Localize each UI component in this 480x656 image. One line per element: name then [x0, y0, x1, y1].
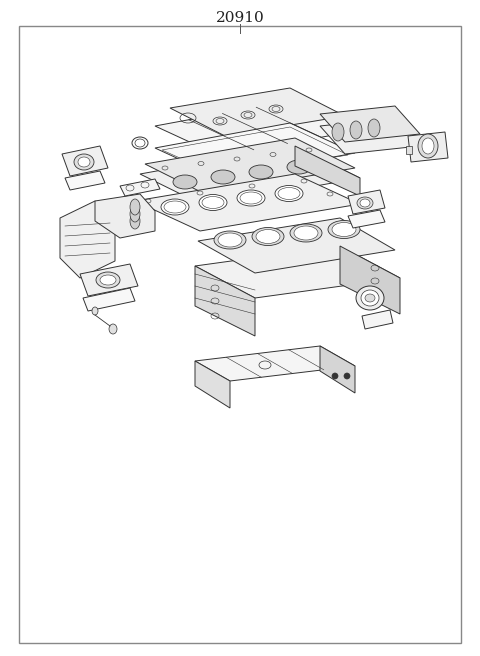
Ellipse shape	[357, 197, 373, 209]
Polygon shape	[340, 246, 400, 314]
Polygon shape	[60, 201, 115, 278]
Ellipse shape	[92, 307, 98, 315]
Ellipse shape	[332, 222, 356, 237]
Ellipse shape	[100, 275, 116, 285]
Ellipse shape	[218, 233, 242, 247]
Ellipse shape	[214, 231, 246, 249]
Polygon shape	[65, 171, 105, 190]
Ellipse shape	[365, 294, 375, 302]
Ellipse shape	[350, 121, 362, 139]
Polygon shape	[195, 266, 255, 336]
Ellipse shape	[135, 139, 145, 147]
Polygon shape	[348, 210, 385, 228]
Polygon shape	[320, 346, 355, 393]
Polygon shape	[320, 118, 420, 154]
Polygon shape	[80, 264, 138, 296]
Ellipse shape	[332, 373, 338, 379]
Ellipse shape	[130, 199, 140, 215]
Ellipse shape	[275, 186, 303, 201]
Ellipse shape	[356, 286, 384, 310]
Polygon shape	[145, 138, 355, 194]
Polygon shape	[120, 179, 160, 196]
Polygon shape	[408, 132, 448, 162]
Ellipse shape	[252, 228, 284, 245]
Ellipse shape	[173, 175, 197, 189]
Ellipse shape	[287, 160, 311, 174]
Ellipse shape	[256, 230, 280, 243]
Ellipse shape	[130, 213, 140, 229]
Ellipse shape	[361, 290, 379, 306]
Polygon shape	[362, 310, 393, 329]
Ellipse shape	[249, 165, 273, 179]
Polygon shape	[295, 146, 360, 196]
Polygon shape	[155, 123, 355, 178]
Polygon shape	[195, 346, 355, 381]
Polygon shape	[348, 190, 385, 214]
Polygon shape	[83, 288, 135, 311]
Polygon shape	[95, 194, 155, 238]
Text: 20910: 20910	[216, 11, 264, 25]
Ellipse shape	[294, 226, 318, 240]
Polygon shape	[140, 146, 360, 206]
Ellipse shape	[161, 199, 189, 215]
Polygon shape	[170, 88, 345, 136]
Polygon shape	[195, 361, 230, 408]
Ellipse shape	[422, 138, 434, 154]
Ellipse shape	[78, 157, 90, 167]
Ellipse shape	[332, 123, 344, 141]
Ellipse shape	[290, 224, 322, 242]
Polygon shape	[135, 174, 360, 231]
Polygon shape	[62, 146, 108, 176]
Ellipse shape	[96, 272, 120, 288]
Ellipse shape	[74, 154, 94, 170]
Ellipse shape	[360, 199, 370, 207]
Ellipse shape	[199, 194, 227, 211]
Polygon shape	[198, 218, 395, 273]
Ellipse shape	[418, 134, 438, 158]
Ellipse shape	[368, 119, 380, 137]
Ellipse shape	[344, 373, 350, 379]
Ellipse shape	[130, 206, 140, 222]
Polygon shape	[406, 146, 412, 154]
Ellipse shape	[237, 190, 265, 206]
Ellipse shape	[328, 220, 360, 239]
Ellipse shape	[109, 324, 117, 334]
Polygon shape	[155, 101, 355, 156]
FancyBboxPatch shape	[19, 26, 461, 643]
Polygon shape	[195, 246, 400, 298]
Polygon shape	[320, 106, 420, 142]
Ellipse shape	[211, 170, 235, 184]
